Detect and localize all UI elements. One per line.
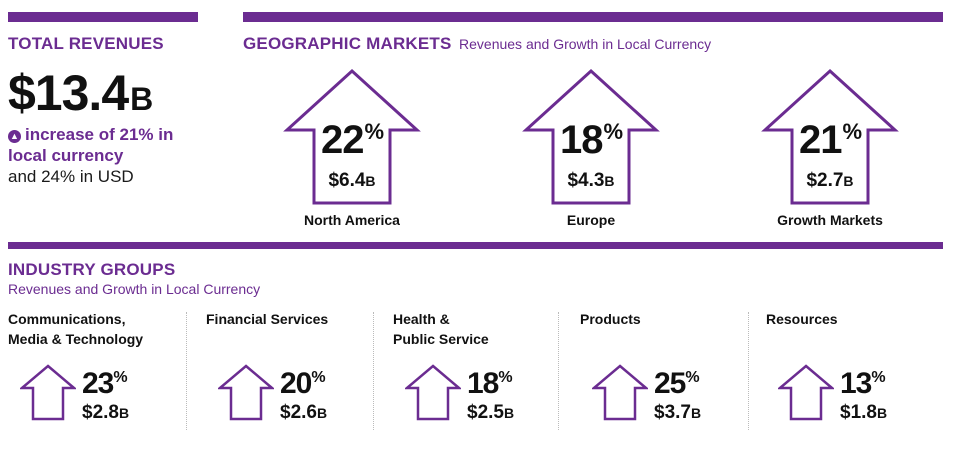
- industry-amount: $1.8B: [840, 402, 888, 423]
- industry-name: Resources: [766, 311, 838, 327]
- industry-pct: 13%: [840, 367, 886, 400]
- up-arrow-icon: [218, 364, 274, 421]
- divider: [748, 312, 749, 430]
- total-revenues-title: TOTAL REVENUES: [8, 34, 164, 53]
- total-value-number: $13.4: [8, 65, 129, 121]
- industry-amount: $2.5B: [467, 402, 515, 423]
- industry-pct: 20%: [280, 367, 326, 400]
- geo-label: Growth Markets: [777, 212, 883, 228]
- total-increase-block: ▲ increase of 21% in local currency and 2…: [8, 124, 208, 187]
- geo-label: North America: [304, 212, 400, 228]
- geo-label: Europe: [566, 212, 616, 228]
- geo-pct: 22%: [320, 118, 384, 162]
- industry-name: Communications, Media & Technology: [8, 311, 144, 347]
- industry-pct: 18%: [467, 367, 513, 400]
- industry-name: Health & Public Service: [393, 311, 489, 347]
- geo-title: GEOGRAPHIC MARKETS: [243, 34, 452, 53]
- up-arrow-icon: [283, 68, 421, 205]
- geo-pct: 18%: [559, 118, 623, 162]
- industry-title: INDUSTRY GROUPS: [8, 260, 176, 279]
- up-arrow-icon: [405, 364, 461, 421]
- geo-pct: 21%: [798, 118, 862, 162]
- up-arrow-icon: [761, 68, 899, 205]
- divider: [186, 312, 187, 430]
- total-revenues-value: $13.4B: [8, 64, 153, 122]
- industry-top-bar: [8, 242, 943, 249]
- industry-pct: 25%: [654, 367, 700, 400]
- geo-top-bar: [243, 12, 943, 22]
- geo-header: GEOGRAPHIC MARKETS Revenues and Growth i…: [243, 34, 711, 54]
- up-arrow-icon: [522, 68, 660, 205]
- divider: [558, 312, 559, 430]
- industry-name: Financial Services: [206, 311, 329, 327]
- total-top-bar: [8, 12, 198, 22]
- increase-usd-text: and 24% in USD: [8, 167, 134, 186]
- up-arrow-icon: [20, 364, 76, 421]
- geo-amount: $2.7B: [806, 170, 854, 191]
- industry-subtitle: Revenues and Growth in Local Currency: [8, 281, 261, 297]
- divider: [373, 312, 374, 430]
- industry-pct: 23%: [82, 367, 128, 400]
- geo-amount: $4.3B: [567, 170, 615, 191]
- geo-amount: $6.4B: [328, 170, 376, 191]
- industry-amount: $2.6B: [280, 402, 328, 423]
- up-arrow-icon: [592, 364, 648, 421]
- arrow-up-circle-icon: ▲: [8, 130, 21, 143]
- increase-local-text: increase of 21% in local currency: [8, 125, 174, 165]
- industry-name: Products: [580, 311, 641, 327]
- geo-subtitle: Revenues and Growth in Local Currency: [459, 36, 712, 52]
- industry-amount: $3.7B: [654, 402, 702, 423]
- total-value-unit: B: [130, 81, 153, 117]
- industry-amount: $2.8B: [82, 402, 130, 423]
- up-arrow-icon: [778, 364, 834, 421]
